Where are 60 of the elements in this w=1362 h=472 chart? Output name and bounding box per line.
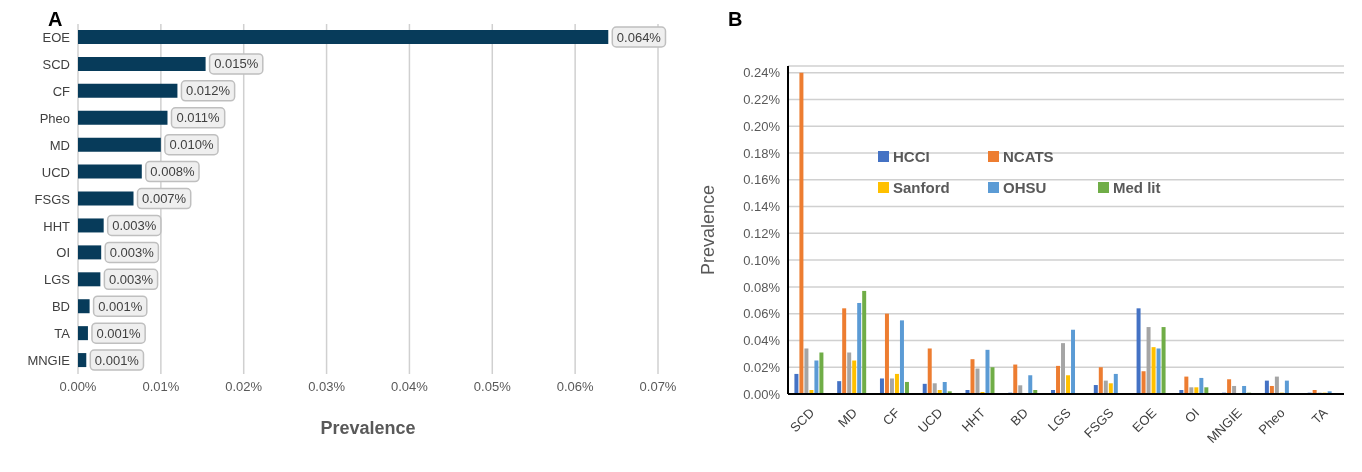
- legend-label: NCATS: [1003, 148, 1054, 165]
- x-axis-title: Prevalence: [320, 418, 416, 438]
- y-tick-label: CF: [52, 83, 71, 99]
- data-label: 0.064%: [616, 29, 662, 45]
- legend-label: HCCI: [893, 148, 930, 165]
- data-label: 0.011%: [176, 110, 221, 126]
- x-tick-label: 0.01%: [142, 379, 180, 395]
- y-axis-title: Prevalence: [698, 184, 719, 276]
- y-tick-label: FSGS: [34, 191, 71, 207]
- data-label: 0.001%: [98, 298, 143, 314]
- y-tick-label: OI: [56, 245, 70, 261]
- data-label: 0.012%: [185, 83, 231, 99]
- data-label: 0.010%: [169, 137, 214, 153]
- x-tick-label: LGS: [1044, 404, 1075, 435]
- y-tick-label: 0.14%: [743, 199, 781, 215]
- y-tick-label: 0.16%: [743, 172, 781, 188]
- y-tick-label: 0.22%: [743, 92, 781, 108]
- y-tick-label: 0.10%: [743, 252, 781, 268]
- y-tick-label: EOE: [42, 30, 71, 46]
- y-tick-label: SCD: [42, 57, 70, 72]
- x-tick-label: 0.03%: [308, 379, 346, 395]
- legend-label: Sanford: [893, 179, 950, 196]
- y-tick-label: 0.06%: [743, 306, 781, 322]
- data-label: 0.001%: [96, 325, 142, 341]
- y-tick-label: 0.02%: [743, 359, 781, 375]
- data-label: 0.003%: [109, 244, 155, 260]
- chart-title: A: [48, 8, 63, 31]
- x-tick-label: TA: [1308, 404, 1331, 427]
- y-tick-label: 0.12%: [743, 225, 781, 241]
- y-tick-label: BD: [51, 299, 70, 315]
- x-tick-label: OI: [1181, 405, 1203, 426]
- data-label: 0.008%: [150, 164, 195, 180]
- y-tick-label: MD: [49, 137, 70, 153]
- x-tick-label: MD: [835, 405, 860, 431]
- y-tick-label: 0.20%: [743, 118, 781, 134]
- x-tick-label: BD: [1007, 405, 1032, 429]
- x-tick-label: 0.04%: [390, 379, 429, 395]
- y-tick-label: 0.04%: [743, 333, 781, 349]
- y-tick-label: LGS: [43, 272, 71, 288]
- y-tick-label: 0.18%: [743, 145, 781, 161]
- data-label: 0.003%: [108, 271, 154, 287]
- legend-label: Med lit: [1113, 179, 1161, 196]
- data-label: 0.001%: [94, 352, 140, 368]
- x-tick-label: 0.07%: [639, 379, 677, 395]
- x-tick-label: CF: [879, 405, 903, 429]
- y-tick-label: 0.08%: [743, 279, 781, 295]
- data-label: 0.015%: [214, 56, 259, 72]
- x-tick-label: 0.05%: [473, 379, 512, 395]
- data-label: 0.007%: [142, 191, 187, 207]
- legend-label: OHSU: [1003, 179, 1047, 196]
- y-tick-label: 0.24%: [743, 65, 781, 81]
- y-tick-label: Pheo: [39, 110, 70, 126]
- x-tick-label: 0.02%: [225, 379, 263, 395]
- x-tick-label: 0.06%: [556, 379, 595, 395]
- y-tick-label: MNGIE: [27, 353, 71, 369]
- y-tick-label: HHT: [43, 218, 71, 234]
- y-tick-label: TA: [54, 326, 71, 342]
- chart-title: B: [728, 8, 743, 31]
- data-label: 0.003%: [112, 217, 157, 233]
- y-tick-label: UCD: [41, 164, 70, 180]
